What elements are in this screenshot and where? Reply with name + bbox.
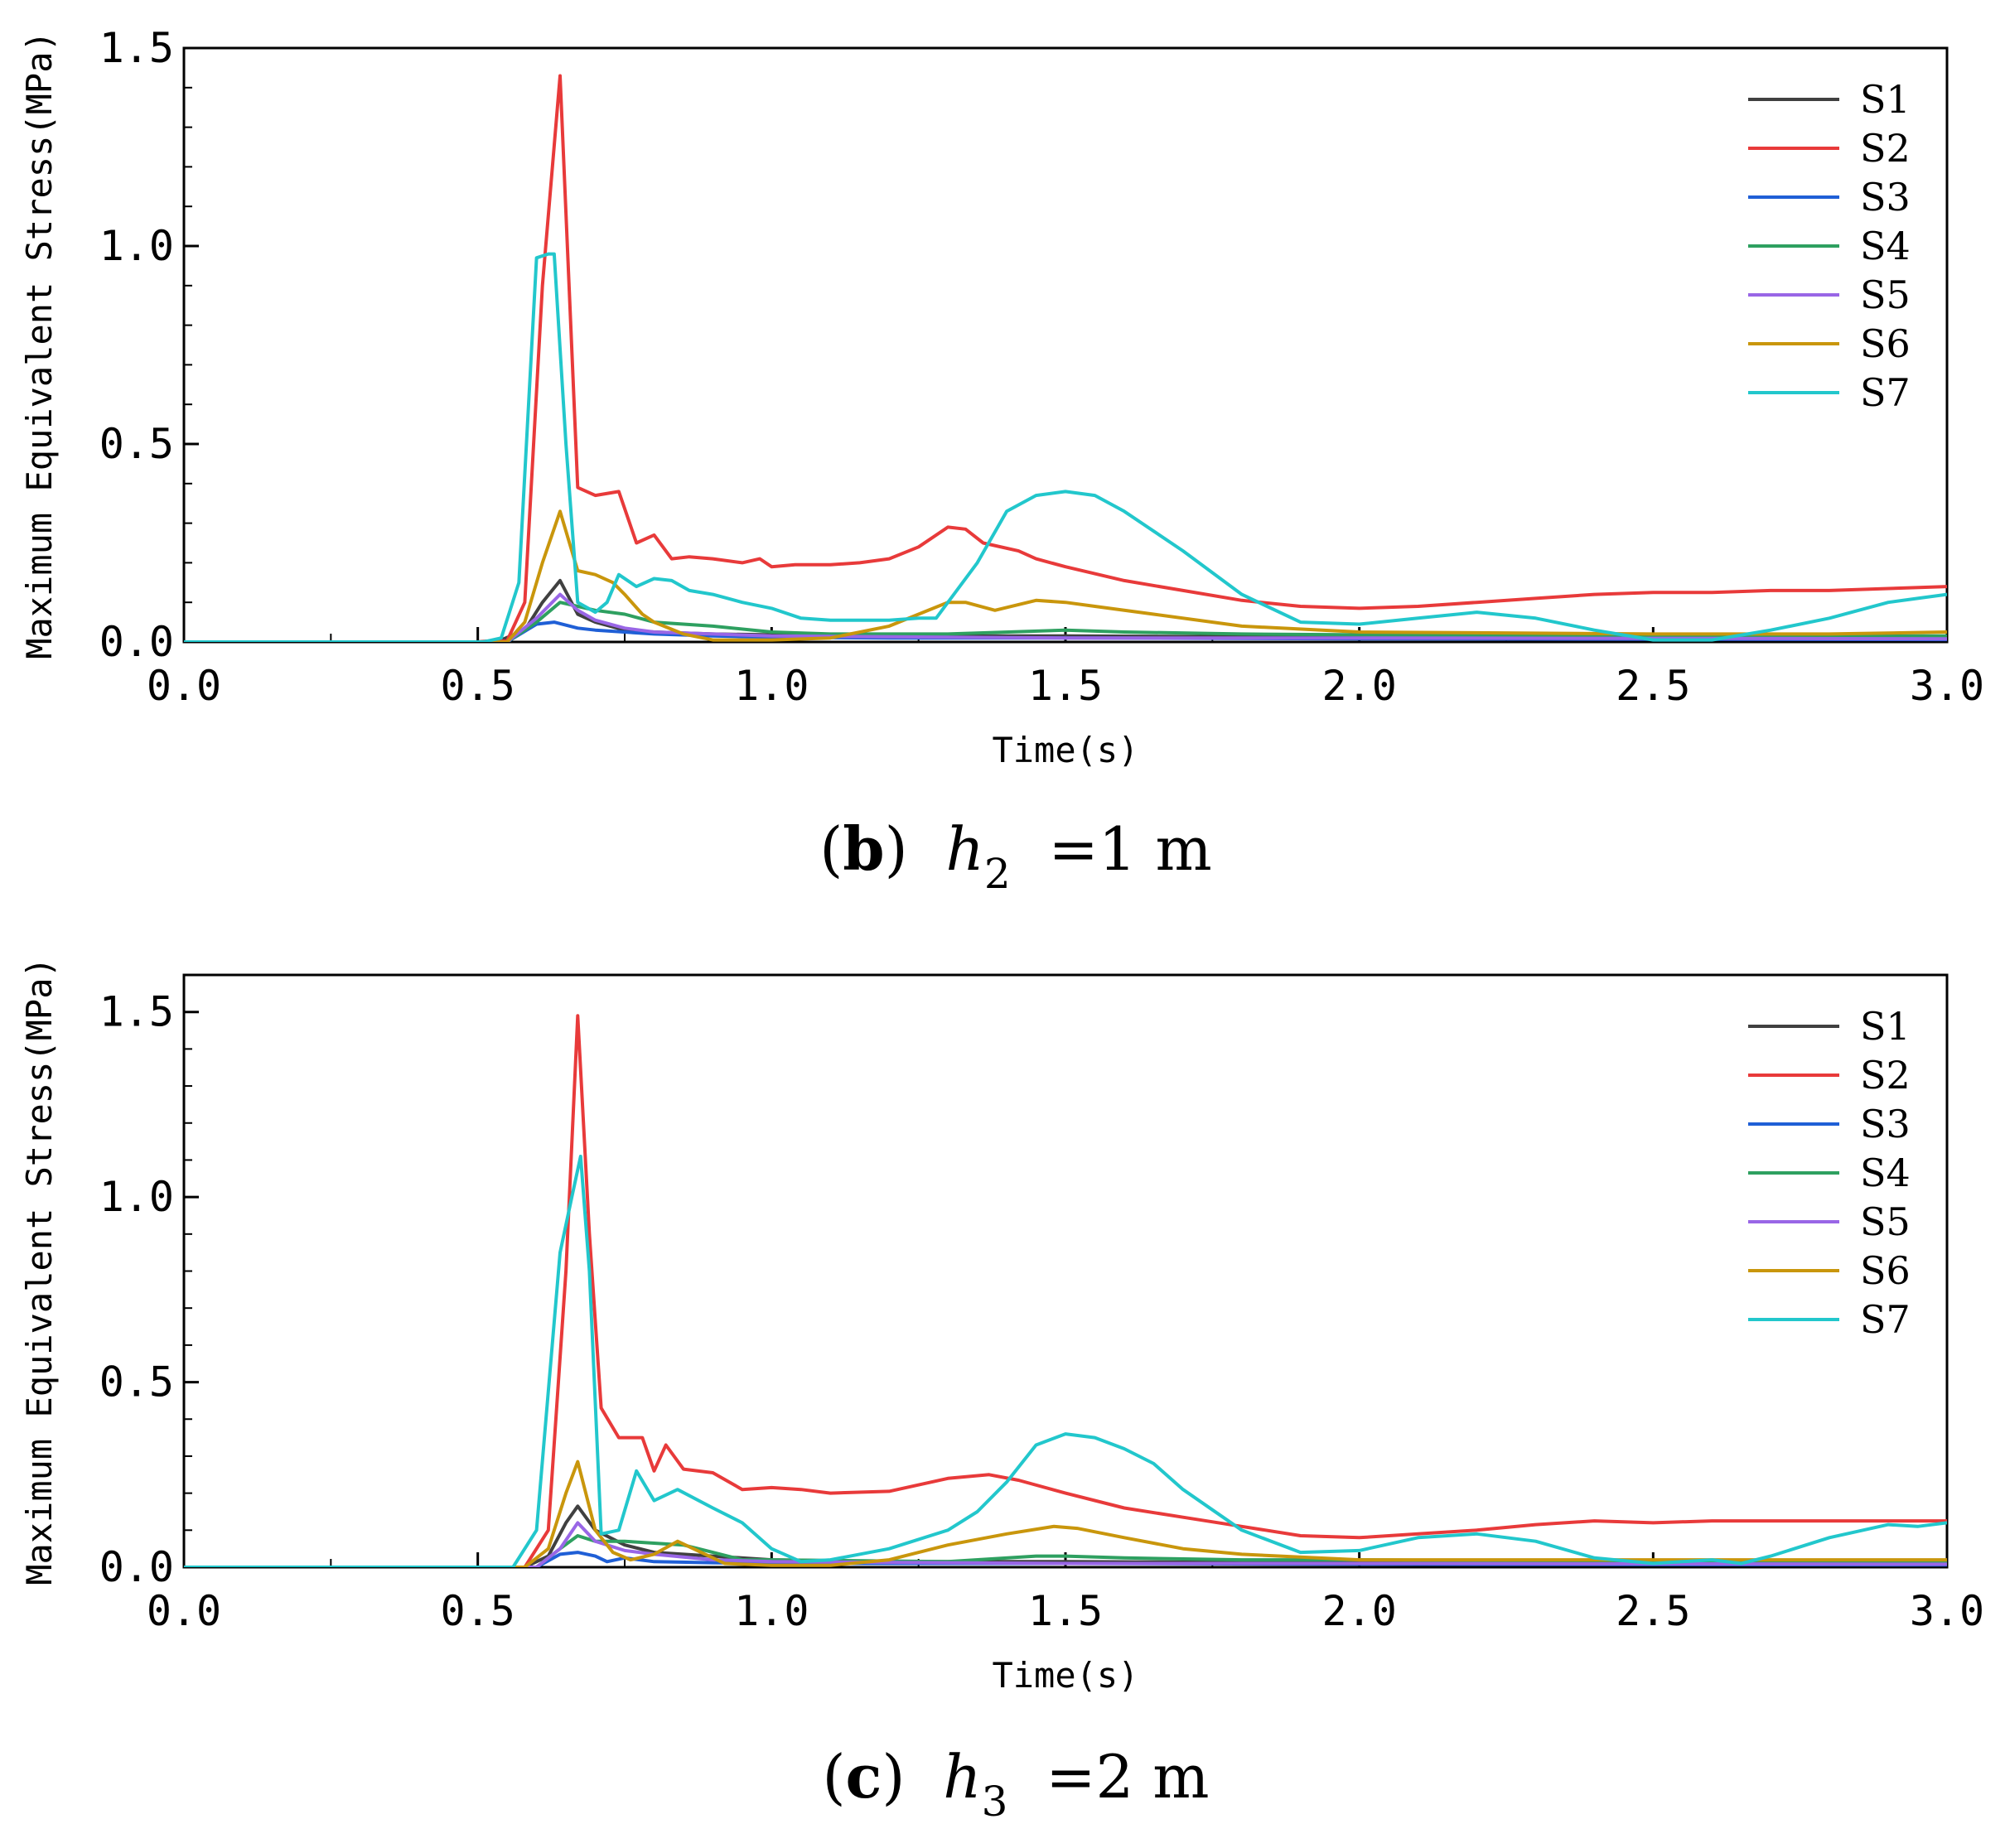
series-line-s6: [184, 1460, 1947, 1567]
x-tick-label: 2.0: [1322, 662, 1397, 710]
x-tick-label: 2.0: [1322, 1587, 1397, 1635]
x-tick-label: 0.5: [441, 662, 515, 710]
series-line-s5: [184, 592, 1947, 642]
legend-label-s2: S2: [1860, 1053, 1911, 1098]
legend-label-s5: S5: [1860, 273, 1911, 317]
series-line-s7: [184, 252, 1947, 642]
legend-label-s6: S6: [1860, 1248, 1911, 1293]
chart-panel-c: 0.0 0.5 1.0 1.5 2.0 2.5 3.0 0.0 0.5 1.0 1.5 Time(s)…: [19, 957, 1984, 1826]
y-axis-title: Maximum Equivalent Stress(MPa): [19, 31, 60, 659]
legend-label-s1: S1: [1860, 1004, 1911, 1049]
y-tick-label: 1.0: [99, 222, 174, 270]
y-tick-label: 1.5: [99, 24, 174, 72]
legend-label-s5: S5: [1860, 1199, 1911, 1244]
caption-label: b: [843, 813, 884, 884]
chart-panel-b: 0.0 0.5 1.0 1.5 2.0 2.5 3.0 0.0 0.5 1.0 1.5 Time(s)…: [19, 24, 1984, 898]
x-tick-label: 1.5: [1028, 1587, 1103, 1635]
legend-label-s4: S4: [1860, 1151, 1911, 1195]
caption-label: c: [846, 1741, 882, 1812]
caption-subscript: 2: [984, 850, 1011, 898]
y-tick-label: 0.0: [99, 618, 174, 666]
x-tick-label: 1.0: [734, 1587, 809, 1635]
y-tick-label: 0.5: [99, 1358, 174, 1407]
y-tick-label: 0.0: [99, 1543, 174, 1591]
x-tick-label: 0.0: [147, 1587, 221, 1635]
x-tick-label: 2.5: [1616, 1587, 1690, 1635]
x-tick-label: 0.0: [147, 662, 221, 710]
legend-label-s7: S7: [1860, 1297, 1911, 1342]
legend-label-s3: S3: [1860, 1102, 1911, 1146]
series-line-s2: [184, 1014, 1947, 1567]
legend-label-s2: S2: [1860, 126, 1911, 171]
series-line-s4: [184, 601, 1947, 642]
series-group: [184, 74, 1947, 642]
caption-variable: h: [946, 814, 984, 884]
panel-caption: (b) h2 =1 m: [819, 813, 1212, 898]
x-tick-label: 0.5: [441, 1587, 515, 1635]
series-line-s6: [184, 509, 1947, 642]
series-line-s7: [184, 1155, 1947, 1567]
legend-label-s6: S6: [1860, 321, 1911, 366]
legend-label-s3: S3: [1860, 175, 1911, 220]
x-tick-label: 3.0: [1910, 662, 1984, 710]
x-tick-label: 1.5: [1028, 662, 1103, 710]
x-axis-title: Time(s): [992, 730, 1138, 770]
y-axis-title: Maximum Equivalent Stress(MPa): [19, 957, 60, 1585]
y-tick-label: 1.5: [99, 988, 174, 1036]
y-tick-label: 1.0: [99, 1173, 174, 1221]
series-group: [184, 1014, 1947, 1567]
legend-label-s4: S4: [1860, 224, 1911, 268]
legend-label-s7: S7: [1860, 370, 1911, 415]
caption-subscript: 3: [982, 1778, 1008, 1826]
caption-variable: h: [943, 1742, 981, 1812]
x-tick-label: 1.0: [734, 662, 809, 710]
caption-value: =2 m: [1007, 1742, 1209, 1812]
series-line-s5: [184, 1521, 1947, 1567]
x-axis-title: Time(s): [992, 1655, 1138, 1696]
panel-caption: (c) h3 =2 m: [822, 1741, 1209, 1826]
x-tick-label: 3.0: [1910, 1587, 1984, 1635]
caption-value: =1 m: [1011, 814, 1212, 884]
y-tick-label: 0.5: [99, 420, 174, 468]
legend-label-s1: S1: [1860, 77, 1911, 122]
x-tick-label: 2.5: [1616, 662, 1690, 710]
series-line-s2: [184, 74, 1947, 642]
